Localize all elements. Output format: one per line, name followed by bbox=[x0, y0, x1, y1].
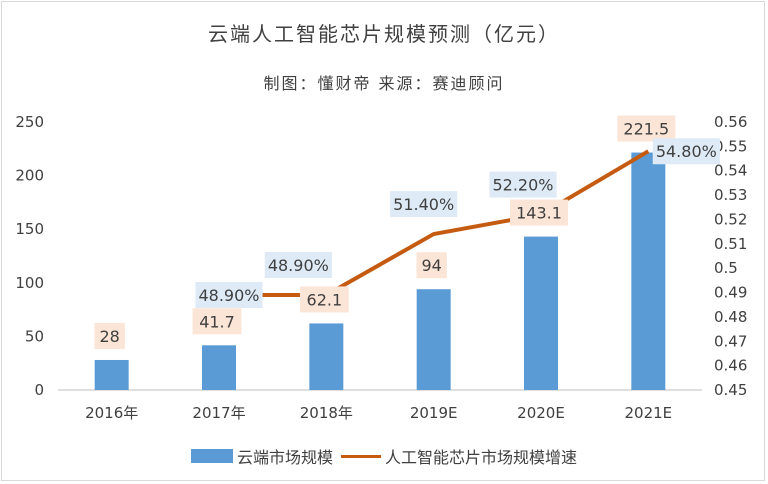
bar bbox=[309, 323, 344, 390]
y-right-tick-label: 0.45 bbox=[714, 381, 747, 399]
chart-legend: 云端市场规模 人工智能芯片市场规模增速 bbox=[0, 444, 768, 468]
x-tick-label: 2018年 bbox=[300, 404, 353, 422]
bar-data-label-bg bbox=[617, 115, 676, 142]
line-data-label-bg bbox=[390, 191, 458, 218]
x-tick-label: 2019E bbox=[410, 404, 458, 422]
x-tick-label: 2017年 bbox=[192, 404, 245, 422]
y-left-tick-label: 250 bbox=[15, 113, 44, 131]
bar bbox=[202, 345, 236, 390]
legend-item-bar: 云端市场规模 bbox=[190, 444, 333, 468]
growth-line bbox=[199, 149, 650, 297]
legend-label-line: 人工智能芯片市场规模增速 bbox=[385, 448, 578, 467]
y-left-tick-label: 100 bbox=[15, 274, 44, 292]
bar bbox=[94, 359, 129, 390]
y-right-tick-label: 0.5 bbox=[714, 259, 738, 277]
line-data-label: 48.90% bbox=[198, 286, 259, 305]
bar-data-label-bg bbox=[94, 322, 125, 349]
line-data-label: 51.40% bbox=[393, 195, 454, 214]
bar bbox=[631, 152, 666, 390]
y-right-tick-label: 0.46 bbox=[714, 357, 747, 375]
x-tick-label: 2016年 bbox=[85, 404, 138, 422]
bar-data-label: 41.7 bbox=[199, 312, 235, 331]
bar-data-label: 221.5 bbox=[623, 120, 669, 139]
bar-data-label-bg bbox=[192, 308, 242, 335]
bar-data-label-bg bbox=[299, 286, 349, 313]
bar bbox=[524, 236, 558, 390]
bar-data-label-bg bbox=[510, 199, 568, 226]
x-tick-label: 2020E bbox=[517, 404, 565, 422]
bar-data-label: 94 bbox=[421, 256, 441, 275]
y-right-tick-label: 0.52 bbox=[714, 210, 747, 228]
line-data-label-bg bbox=[264, 251, 332, 278]
line-data-label-bg bbox=[652, 138, 720, 165]
chart-title: 云端人工智能芯片规模预测（亿元） bbox=[208, 22, 560, 46]
bar-data-label-bg bbox=[416, 252, 447, 279]
y-left-tick-label: 200 bbox=[15, 167, 44, 185]
line-data-label: 52.20% bbox=[492, 176, 553, 195]
bar-data-label: 62.1 bbox=[307, 290, 343, 309]
chart-subtitle: 制图：懂财帝 来源：赛迪顾问 bbox=[263, 74, 505, 93]
legend-item-line: 人工智能芯片市场规模增速 bbox=[341, 444, 577, 468]
y-right-tick-label: 0.48 bbox=[714, 308, 747, 326]
x-tick-label: 2021E bbox=[625, 404, 673, 422]
y-right-tick-label: 0.53 bbox=[714, 186, 747, 204]
legend-swatch-line bbox=[341, 454, 381, 458]
line-data-label: 54.80% bbox=[656, 142, 717, 161]
y-right-tick-label: 0.49 bbox=[714, 284, 747, 302]
line-data-label-bg bbox=[195, 281, 263, 308]
bar bbox=[416, 289, 451, 390]
bar-data-label: 28 bbox=[99, 327, 119, 346]
y-right-tick-label: 0.47 bbox=[714, 332, 747, 350]
y-left-tick-label: 0 bbox=[34, 381, 44, 399]
y-left-tick-label: 50 bbox=[25, 327, 44, 345]
y-right-tick-label: 0.56 bbox=[714, 113, 747, 131]
legend-swatch-bar bbox=[190, 449, 233, 463]
line-data-label: 48.90% bbox=[268, 256, 329, 275]
legend-label-bar: 云端市场规模 bbox=[236, 448, 333, 467]
y-right-tick-label: 0.55 bbox=[714, 137, 747, 155]
line-data-label-bg bbox=[489, 171, 557, 198]
y-left-tick-label: 150 bbox=[15, 220, 44, 238]
y-right-tick-label: 0.54 bbox=[714, 162, 747, 180]
bar-data-label: 143.1 bbox=[516, 204, 562, 223]
y-right-tick-label: 0.51 bbox=[714, 235, 747, 253]
